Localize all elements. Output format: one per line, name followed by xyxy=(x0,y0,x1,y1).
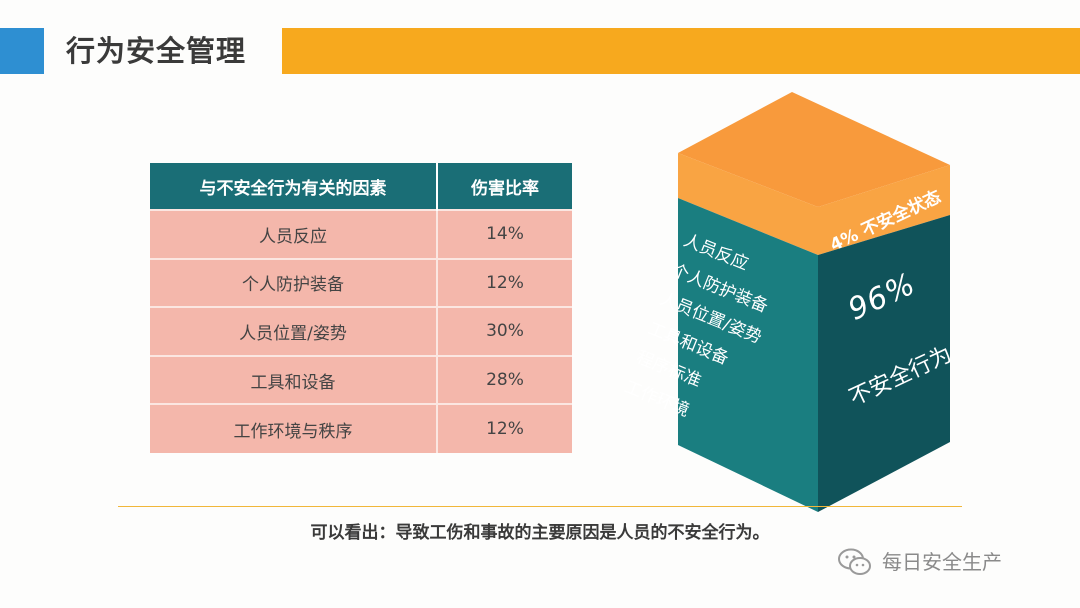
header-bar: 行为安全管理 xyxy=(0,28,1080,74)
divider-line xyxy=(118,506,962,507)
wechat-icon xyxy=(838,548,871,575)
unsafe-behavior-percent: 96% xyxy=(843,266,921,328)
factor-cell: 人员位置/姿势 xyxy=(150,306,438,356)
header-blue-block xyxy=(0,28,44,74)
watermark: 每日安全生产 xyxy=(836,546,1002,578)
table-row: 工具和设备 28% xyxy=(150,354,572,405)
rate-cell: 14% xyxy=(437,209,572,259)
rate-cell: 30% xyxy=(437,306,572,356)
table-row: 人员位置/姿势 30% xyxy=(150,306,572,356)
header-orange-band xyxy=(282,28,1080,74)
watermark-text: 每日安全生产 xyxy=(882,550,1002,574)
conclusion-text: 可以看出：导致工伤和事故的主要原因是人员的不安全行为。 xyxy=(310,523,770,543)
table-row: 工作环境与秩序 12% xyxy=(150,403,572,453)
unsafe-behavior-label: 不安全行为 xyxy=(845,341,956,412)
factor-cell: 个人防护装备 xyxy=(150,257,438,308)
rate-cell: 12% xyxy=(437,257,572,308)
table-header-row: 与不安全行为有关的因素 伤害比率 xyxy=(150,163,572,210)
unsafe-state-label: 4% 不安全状态 xyxy=(827,186,945,256)
factor-table: 与不安全行为有关的因素 伤害比率 人员反应 14% 个人防护装备 12% 人员位… xyxy=(150,163,572,453)
page-title: 行为安全管理 xyxy=(66,34,247,68)
factor-cell: 人员反应 xyxy=(150,209,438,259)
table-row: 个人防护装备 12% xyxy=(150,257,572,308)
factor-cell: 工具和设备 xyxy=(150,354,438,405)
rate-cell: 28% xyxy=(437,354,572,405)
cube-top-face xyxy=(678,92,950,207)
column-header-factor: 与不安全行为有关的因素 xyxy=(150,163,438,210)
cube-left-face-list: 人员反应 个人防护装备 人员位置/姿势 工具和设备 程序标准 工作环境 xyxy=(619,226,790,442)
factor-cell: 工作环境与秩序 xyxy=(150,403,438,453)
table-row: 人员反应 14% xyxy=(150,209,572,259)
column-header-rate: 伤害比率 xyxy=(437,163,572,210)
rate-cell: 12% xyxy=(437,403,572,453)
